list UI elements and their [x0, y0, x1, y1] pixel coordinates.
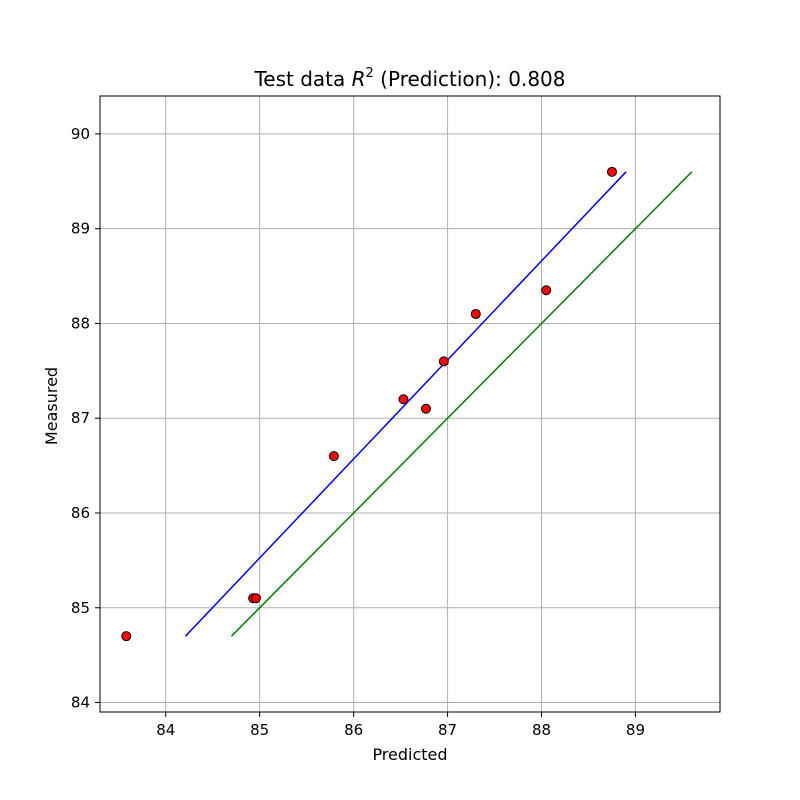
identity-line: [230, 171, 693, 637]
y-tick-label: 89: [71, 220, 90, 238]
y-axis-label: Measured: [42, 367, 61, 445]
title-r-exponent: 2: [366, 66, 374, 81]
fit-line: [184, 171, 627, 637]
x-tick-label: 88: [532, 721, 551, 739]
data-point: [420, 403, 431, 414]
chart-title: Test data R2 (Prediction): 0.808: [253, 66, 565, 91]
data-point: [606, 166, 617, 177]
x-tick-label: 86: [344, 721, 363, 739]
data-point: [398, 394, 409, 405]
data-point: [250, 593, 261, 604]
title-r-symbol: R: [352, 67, 366, 91]
x-axis-label: Predicted: [372, 745, 447, 764]
y-tick-label: 86: [71, 504, 90, 522]
y-tick-label: 84: [71, 694, 90, 712]
data-points: [121, 166, 617, 642]
data-point: [438, 356, 449, 367]
lines: [184, 171, 693, 637]
x-tick-label: 85: [250, 721, 269, 739]
title-prefix: Test data: [253, 67, 351, 91]
x-tick-label: 84: [156, 721, 175, 739]
x-ticks: 84 85 86 87 88 89: [156, 712, 645, 739]
data-point: [328, 451, 339, 462]
y-tick-label: 88: [71, 314, 90, 332]
y-ticks: 84 85 86 87 88 89 90: [71, 125, 100, 712]
grid: [100, 96, 720, 712]
x-tick-label: 89: [626, 721, 645, 739]
y-tick-label: 90: [71, 125, 90, 143]
y-tick-label: 87: [71, 409, 90, 427]
title-suffix: (Prediction): 0.808: [374, 67, 566, 91]
data-point: [121, 631, 132, 642]
y-tick-label: 85: [71, 599, 90, 617]
x-tick-label: 87: [438, 721, 457, 739]
plot-frame: [99, 95, 721, 713]
data-point: [541, 285, 552, 296]
data-point: [470, 308, 481, 319]
